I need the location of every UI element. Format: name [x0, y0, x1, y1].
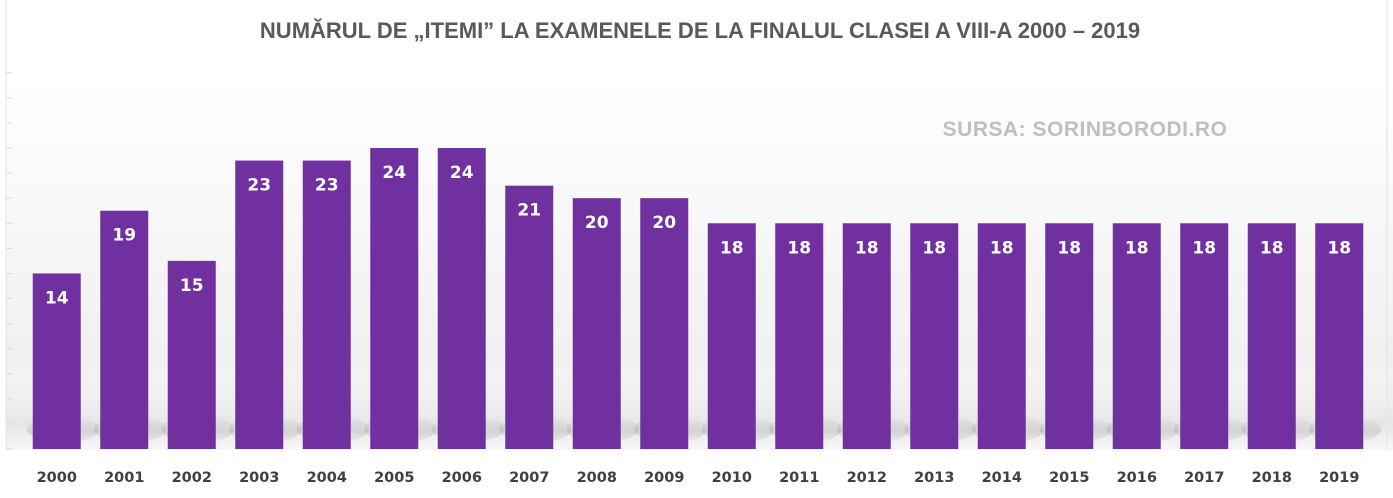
bar-2005 [370, 148, 419, 450]
data-label-2012: 18 [855, 238, 879, 258]
data-label-2019: 18 [1327, 238, 1351, 258]
bar-2012 [842, 223, 891, 449]
bar-2010 [707, 223, 756, 449]
x-tick-2003: 2003 [239, 470, 279, 486]
data-label-2004: 23 [315, 176, 339, 196]
data-label-2007: 21 [517, 201, 541, 221]
data-label-2017: 18 [1192, 238, 1216, 258]
bar-2017 [1180, 223, 1229, 449]
data-label-2003: 23 [247, 176, 271, 196]
data-label-2015: 18 [1057, 238, 1081, 258]
data-label-2005: 24 [382, 163, 406, 183]
bar-2018 [1247, 223, 1296, 449]
x-tick-2007: 2007 [509, 470, 549, 486]
bar-2004 [302, 160, 351, 449]
bar-2013 [910, 223, 959, 449]
bar-series [26, 148, 1382, 450]
data-labels: 14 19 15 23 23 24 24 21 20 20 18 18 18 18 18 18 18 18 18 18 [45, 163, 1351, 308]
x-tick-2010: 2010 [712, 470, 752, 486]
bar-2015 [1045, 223, 1094, 449]
data-label-2006: 24 [450, 163, 474, 183]
x-tick-2002: 2002 [172, 470, 212, 486]
x-tick-2019: 2019 [1319, 470, 1359, 486]
source-annotation: SURSA: SORINBORODI.RO [943, 118, 1228, 141]
x-tick-2005: 2005 [374, 470, 414, 486]
bar-2016 [1112, 223, 1161, 449]
x-tick-2011: 2011 [779, 470, 819, 486]
x-tick-2004: 2004 [307, 470, 347, 486]
data-label-2001: 19 [112, 226, 136, 246]
bar-2014 [977, 223, 1026, 449]
bar-2009 [640, 198, 689, 449]
data-label-2000: 14 [45, 288, 69, 308]
bar-2006 [437, 148, 486, 450]
x-tick-2015: 2015 [1049, 470, 1089, 486]
data-label-2010: 18 [720, 238, 744, 258]
bar-2007 [505, 185, 554, 449]
x-tick-2000: 2000 [37, 470, 77, 486]
x-tick-2008: 2008 [577, 470, 617, 486]
x-axis-tick-labels: 2000 2001 2002 2003 2004 2005 2006 2007 2008 2009… [37, 470, 1360, 486]
data-label-2018: 18 [1260, 238, 1284, 258]
x-tick-2017: 2017 [1184, 470, 1224, 486]
bar-2008 [572, 198, 621, 449]
x-tick-2006: 2006 [442, 470, 482, 486]
x-tick-2009: 2009 [644, 470, 684, 486]
data-label-2016: 18 [1125, 238, 1149, 258]
data-label-2013: 18 [922, 238, 946, 258]
bar-2001 [100, 210, 149, 449]
chart-title: NUMĂRUL DE „ITEMI” LA EXAMENELE DE LA FI… [260, 18, 1140, 43]
bar-2019 [1315, 223, 1364, 449]
data-label-2009: 20 [652, 213, 676, 233]
x-tick-2018: 2018 [1252, 470, 1292, 486]
x-tick-2001: 2001 [104, 470, 144, 486]
x-tick-2012: 2012 [847, 470, 887, 486]
x-tick-2016: 2016 [1117, 470, 1157, 486]
x-tick-2013: 2013 [914, 470, 954, 486]
bar-2002 [167, 260, 216, 449]
data-label-2008: 20 [585, 213, 609, 233]
bar-2011 [775, 223, 824, 449]
data-label-2011: 18 [787, 238, 811, 258]
bar-2000 [32, 273, 81, 449]
data-label-2014: 18 [990, 238, 1014, 258]
axis-tick-marks [6, 72, 12, 450]
bar-2003 [235, 160, 284, 449]
data-label-2002: 15 [180, 276, 204, 296]
x-tick-2014: 2014 [982, 470, 1022, 486]
